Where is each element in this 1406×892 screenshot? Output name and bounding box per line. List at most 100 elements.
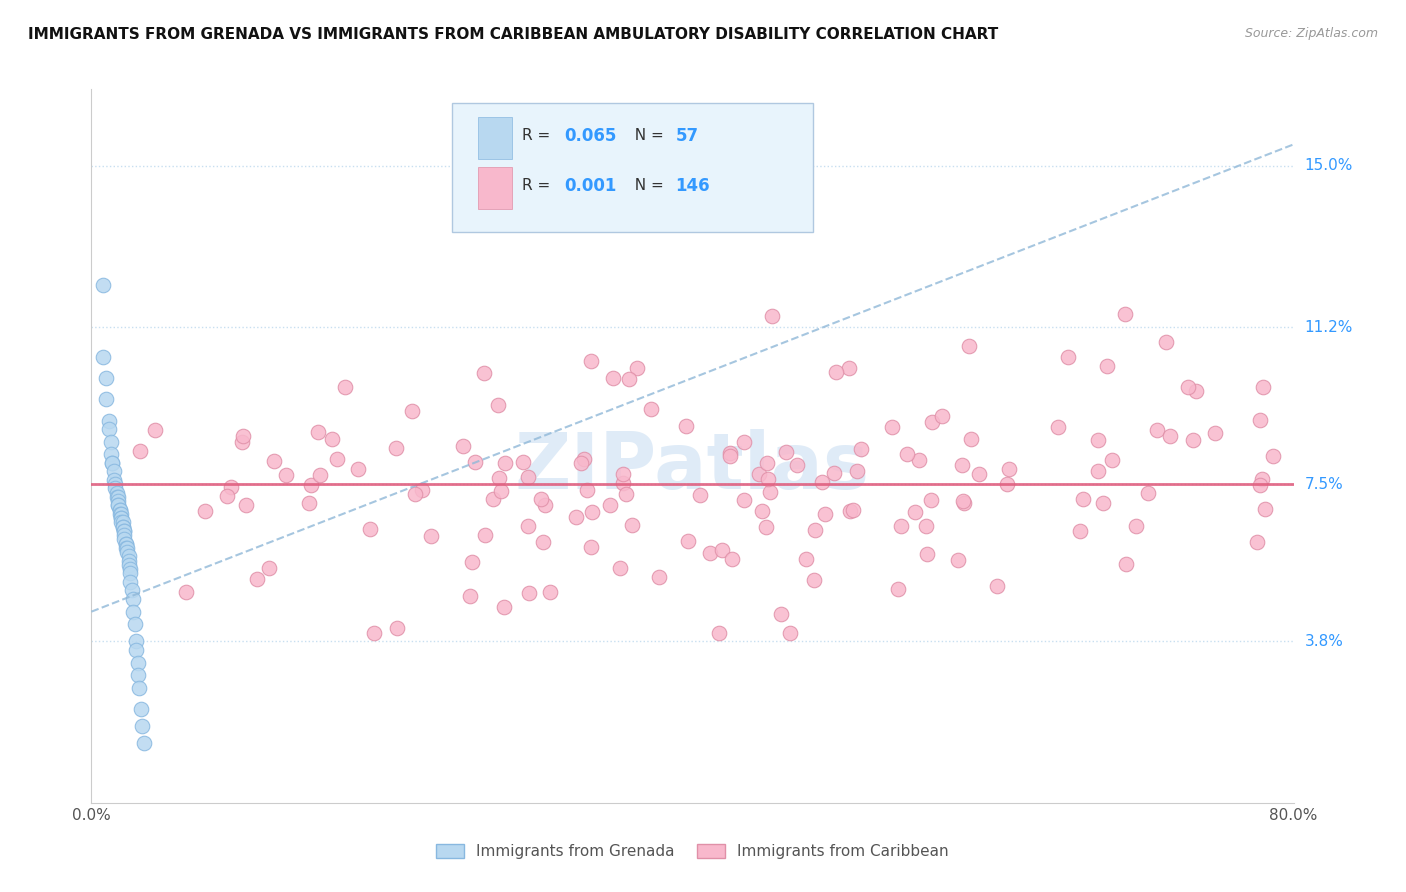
Point (494, 456, 516, 470)
Text: 11.2%: 11.2% (1305, 319, 1353, 334)
Point (575, 483, 598, 498)
Point (114, 524, 136, 538)
Point (98, 422, 121, 436)
Point (538, 585, 561, 599)
Point (118, 558, 141, 572)
Point (1095, 359, 1118, 373)
Point (599, 498, 621, 512)
Legend: Immigrants from Grenada, Immigrants from Caribbean: Immigrants from Grenada, Immigrants from… (436, 845, 949, 859)
Point (107, 499, 129, 513)
Point (115, 537, 138, 551)
Point (758, 484, 780, 499)
Point (675, 419, 697, 434)
Point (105, 485, 128, 500)
Point (574, 452, 596, 467)
Point (814, 507, 837, 521)
Point (748, 467, 770, 481)
Point (107, 499, 129, 513)
Point (274, 467, 297, 482)
Point (132, 736, 155, 750)
Point (931, 409, 953, 423)
Point (786, 458, 808, 472)
Point (419, 529, 441, 543)
Point (115, 541, 138, 555)
Point (689, 488, 711, 502)
Point (125, 634, 148, 648)
Point (1254, 501, 1277, 516)
Text: 7.5%: 7.5% (1305, 476, 1343, 491)
Point (986, 579, 1008, 593)
Point (960, 432, 983, 446)
Point (411, 483, 433, 497)
Point (359, 522, 381, 536)
Point (217, 490, 239, 504)
Text: ZIPatlas: ZIPatlas (515, 429, 870, 506)
Point (474, 528, 496, 542)
Point (761, 309, 783, 323)
Point (967, 467, 990, 482)
Point (1177, 379, 1199, 393)
Text: Source: ZipAtlas.com: Source: ZipAtlas.com (1244, 27, 1378, 40)
Point (565, 510, 588, 524)
Point (103, 473, 125, 487)
Point (1069, 524, 1091, 538)
Point (93, 350, 115, 364)
Point (124, 617, 146, 632)
Point (127, 668, 149, 682)
Point (363, 626, 385, 640)
Point (997, 462, 1019, 476)
Point (846, 464, 869, 478)
Point (307, 425, 329, 439)
Point (129, 702, 152, 716)
Point (235, 498, 257, 512)
Point (531, 535, 554, 549)
Point (612, 475, 634, 490)
Point (921, 415, 943, 429)
Point (461, 555, 484, 569)
Point (110, 507, 132, 521)
FancyBboxPatch shape (451, 103, 813, 232)
Point (121, 583, 143, 598)
Point (1087, 464, 1109, 478)
Point (98, 413, 121, 427)
Point (194, 504, 217, 518)
Point (125, 643, 148, 657)
Point (120, 562, 142, 576)
Point (995, 477, 1018, 491)
Point (751, 504, 773, 518)
Point (404, 487, 426, 501)
Point (488, 471, 510, 485)
Text: R =: R = (522, 128, 555, 143)
Point (756, 456, 779, 470)
Point (464, 455, 486, 469)
Point (385, 621, 408, 635)
Point (111, 519, 134, 533)
Point (1136, 485, 1159, 500)
Point (887, 582, 910, 597)
Point (626, 361, 648, 376)
Point (128, 681, 150, 695)
Point (309, 468, 332, 483)
Point (779, 626, 801, 640)
Point (246, 572, 269, 586)
Point (709, 626, 731, 640)
Point (1087, 433, 1109, 447)
Point (903, 505, 925, 519)
Point (953, 495, 976, 509)
Point (718, 450, 741, 464)
Point (1092, 496, 1115, 510)
Point (1246, 535, 1268, 549)
Point (579, 354, 602, 368)
Point (1204, 426, 1226, 441)
Point (131, 719, 153, 733)
Point (114, 528, 136, 542)
Point (117, 541, 139, 555)
Text: 0.001: 0.001 (564, 177, 616, 194)
Point (347, 462, 370, 476)
Point (920, 493, 942, 508)
Point (838, 360, 860, 375)
Point (530, 492, 553, 507)
Point (299, 477, 322, 491)
Point (915, 547, 938, 561)
Point (104, 477, 127, 491)
